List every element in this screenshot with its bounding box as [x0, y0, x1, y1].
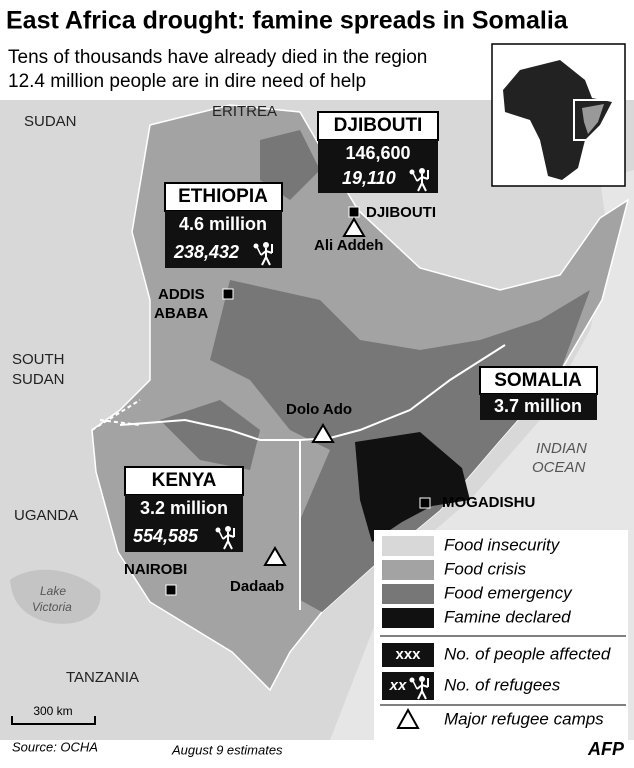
refugee-count: 19,110: [342, 168, 396, 188]
people-affected: 146,600: [345, 143, 410, 163]
region-label: SOUTH: [12, 351, 65, 368]
inset-africa: [503, 60, 612, 180]
food-emergency-area: [160, 400, 260, 470]
border: [91, 399, 141, 431]
lake-label: Victoria: [32, 600, 72, 614]
city-label: MOGADISHU: [442, 494, 535, 511]
footer-background: [0, 740, 634, 768]
people-affected: 4.6 million: [179, 214, 267, 234]
country-box-header: [317, 111, 439, 141]
date-note: August 9 estimates: [171, 742, 283, 757]
ocean-label: OCEAN: [532, 459, 586, 476]
ocean-label: INDIAN: [536, 440, 587, 457]
country-name: DJIBOUTI: [334, 115, 423, 136]
people-affected: 3.7 million: [494, 396, 582, 416]
country-box-header: [164, 182, 283, 212]
country-box-body: [318, 140, 438, 193]
region-label: UGANDA: [14, 507, 78, 524]
city-marker: [419, 497, 431, 509]
country-box-body: [165, 211, 282, 268]
subtitle: Tens of thousands have already died in t…: [8, 47, 427, 68]
famine-area: [355, 432, 470, 542]
country-box-body: [480, 394, 597, 420]
region-label: SUDAN: [24, 113, 77, 130]
legend-symbol: xx: [389, 677, 407, 694]
people-affected: 3.2 million: [140, 498, 228, 518]
camp-marker: [263, 546, 287, 566]
city-label: ADDIS: [158, 286, 205, 303]
camp-label: Ali Addeh: [314, 237, 383, 254]
legend-camp-marker: [396, 707, 420, 729]
logo: AFP: [587, 739, 625, 759]
scale-label: 300 km: [33, 704, 72, 718]
camp-marker: [311, 423, 335, 443]
legend-symbol: xxx: [395, 646, 421, 663]
legend-swatch: [382, 536, 434, 556]
legend-label: Famine declared: [444, 607, 571, 626]
legend-label: No. of people affected: [444, 644, 611, 663]
city-marker: [222, 288, 234, 300]
legend-label: No. of refugees: [444, 675, 561, 694]
subtitle: 12.4 million people are in dire need of …: [8, 71, 366, 92]
camp-label: Dolo Ado: [286, 401, 352, 418]
region-label: ERITREA: [212, 103, 277, 120]
legend-swatch: [382, 560, 434, 580]
scale-bar: [11, 716, 96, 725]
legend-label: Food crisis: [444, 559, 527, 578]
refugee-count: 554,585: [133, 526, 199, 546]
city-label: NAIROBI: [124, 561, 187, 578]
camp-marker: [342, 217, 366, 237]
country-box-header: [479, 366, 598, 395]
source: Source: OCHA: [12, 739, 98, 754]
inset-highlight: [573, 99, 615, 141]
lake-label: Lake: [40, 584, 66, 598]
legend-label: Major refugee camps: [444, 709, 604, 728]
country-name: ETHIOPIA: [178, 186, 268, 207]
city-label: ABABA: [154, 305, 208, 322]
country-name: KENYA: [152, 470, 217, 491]
legend-symbol-box: [382, 643, 434, 667]
city-marker: [165, 584, 177, 596]
legend-label: Food insecurity: [444, 535, 561, 554]
region-label: SUDAN: [12, 371, 65, 388]
legend-swatch: [382, 584, 434, 604]
city-marker: [348, 206, 360, 218]
country-box-body: [125, 495, 243, 552]
title: East Africa drought: famine spreads in S…: [6, 7, 569, 35]
inset-region: [582, 104, 604, 134]
city-label: DJIBOUTI: [366, 204, 436, 221]
refugee-count: 238,432: [173, 242, 239, 262]
legend-swatch: [382, 608, 434, 628]
region-label: TANZANIA: [66, 669, 139, 686]
country-name: SOMALIA: [494, 370, 582, 391]
legend-label: Food emergency: [444, 583, 573, 602]
camp-label: Dadaab: [230, 578, 284, 595]
lake: [10, 569, 101, 624]
